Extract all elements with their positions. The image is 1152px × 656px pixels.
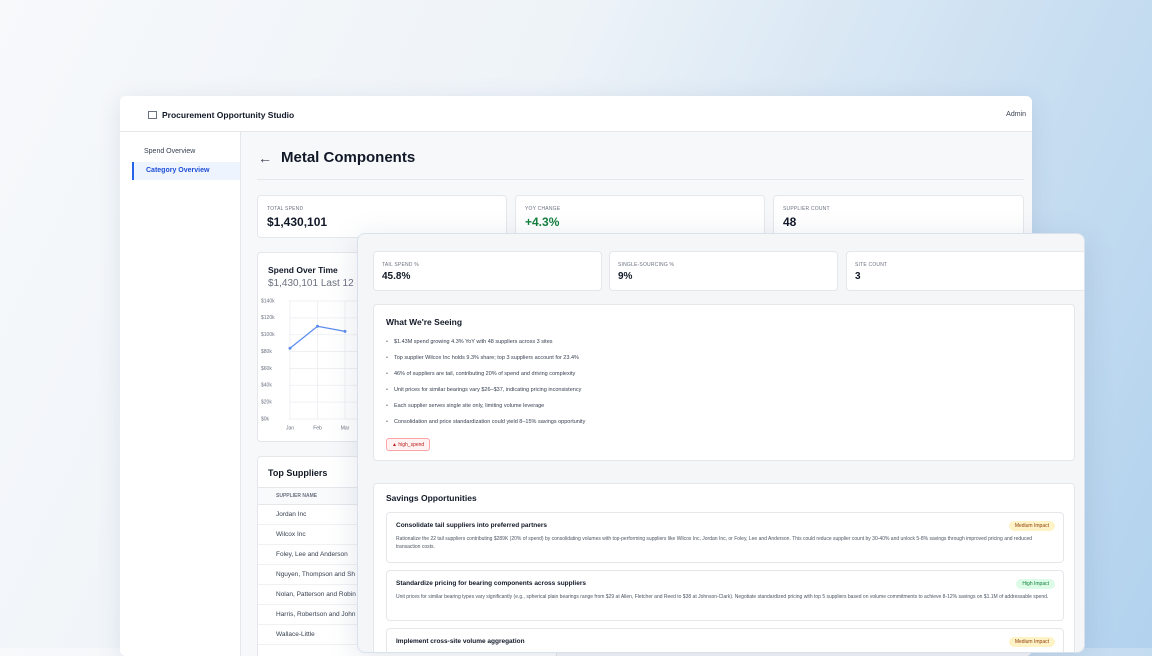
insight-item: Unit prices for similar bearings vary $2… — [386, 387, 581, 393]
supplier-name: Wallace-Little — [276, 631, 315, 638]
supplier-name: Wilcox Inc — [276, 531, 306, 538]
insight-item: 46% of suppliers are tail, contributing … — [386, 371, 575, 377]
supplier-name: Foley, Lee and Anderson — [276, 551, 348, 558]
y-tick-label: $60k — [261, 366, 272, 372]
y-tick-label: $20k — [261, 399, 272, 405]
y-tick-label: $80k — [261, 349, 272, 355]
kpi-label: SINGLE-SOURCING % — [618, 262, 675, 268]
sidebar: Spend Overview Category Overview — [120, 132, 241, 656]
kpi-value: 45.8% — [382, 271, 411, 282]
kpi-value: 3 — [855, 271, 861, 282]
kpi-label: SUPPLIER COUNT — [783, 206, 830, 212]
kpi-label: SITE COUNT — [855, 262, 888, 268]
insights-card: What We're Seeing ▲ high_spend $1.43M sp… — [373, 304, 1075, 461]
opportunity-card: Standardize pricing for bearing componen… — [386, 570, 1064, 621]
insight-item: Consolidation and price standardization … — [386, 419, 585, 425]
savings-card: Savings Opportunities Consolidate tail s… — [373, 483, 1075, 652]
impact-badge: Medium Impact — [1008, 637, 1055, 647]
kpi-label: YOY CHANGE — [525, 206, 561, 212]
opportunity-card: Implement cross-site volume aggregation M… — [386, 628, 1064, 652]
impact-badge: High Impact — [1016, 579, 1055, 589]
opportunity-title: Implement cross-site volume aggregation — [396, 638, 525, 645]
section-title: Savings Opportunities — [386, 493, 477, 503]
kpi-card: YOY CHANGE +4.3% — [515, 195, 765, 238]
y-tick-label: $0k — [261, 416, 270, 422]
opportunity-title: Consolidate tail suppliers into preferre… — [396, 522, 547, 529]
insight-item: $1.43M spend growing 4.3% YoY with 48 su… — [386, 339, 553, 345]
data-point — [288, 346, 292, 350]
back-button[interactable]: ← — [258, 150, 272, 166]
kpi-value: 9% — [618, 271, 633, 282]
app-title: Procurement Opportunity Studio — [162, 110, 295, 120]
x-tick-label: Mar — [341, 425, 350, 431]
x-tick-label: Feb — [313, 425, 322, 431]
kpi-card: SUPPLIER COUNT 48 — [773, 195, 1024, 238]
section-title: What We're Seeing — [386, 317, 463, 327]
impact-badge: Medium Impact — [1008, 521, 1055, 531]
kpi-card: SINGLE-SOURCING % 9% — [609, 251, 838, 291]
opportunity-card: Consolidate tail suppliers into preferre… — [386, 512, 1064, 563]
kpi-card: TAIL SPEND % 45.8% — [373, 251, 602, 291]
opportunity-description: Rationalize the 22 tail suppliers contri… — [396, 536, 1033, 550]
y-tick-label: $100k — [261, 332, 275, 338]
tag: ▲ high_spend — [386, 438, 431, 451]
insight-item: Each supplier serves single site only, l… — [386, 403, 544, 409]
kpi-value: 48 — [783, 215, 797, 229]
kpi-label: TAIL SPEND % — [382, 262, 419, 268]
page-title: Metal Components — [281, 149, 416, 166]
opportunity-description: Unit prices for similar bearing types va… — [396, 594, 1049, 600]
detail-panel: TAIL SPEND % 45.8% SINGLE-SOURCING % 9% … — [357, 233, 1085, 653]
kpi-card: TOTAL SPEND $1,430,101 — [257, 195, 507, 238]
header: Procurement Opportunity Studio Admin — [120, 96, 1032, 132]
chart-title: Spend Over Time — [268, 265, 338, 275]
y-tick-label: $140k — [261, 298, 275, 304]
kpi-value: $1,430,101 — [267, 215, 328, 229]
supplier-name: Nguyen, Thompson and Sh — [276, 571, 356, 578]
data-point — [316, 324, 319, 328]
section-title: Top Suppliers — [268, 468, 328, 478]
kpi-card: SITE COUNT 3 — [846, 251, 1084, 291]
logo — [148, 111, 157, 119]
opportunity-title: Standardize pricing for bearing componen… — [396, 580, 586, 587]
kpi-value: +4.3% — [525, 215, 560, 229]
column-header: SUPPLIER NAME — [276, 493, 318, 499]
nav-item[interactable]: Category Overview — [132, 162, 240, 180]
nav-item[interactable]: Spend Overview — [144, 148, 196, 155]
supplier-name: Harris, Robertson and John — [276, 611, 356, 618]
x-tick-label: Jan — [286, 425, 294, 431]
kpi-label: TOTAL SPEND — [267, 206, 304, 212]
insight-item: Top supplier Wilcox Inc holds 9.3% share… — [386, 355, 579, 361]
y-tick-label: $40k — [261, 383, 272, 389]
data-point — [343, 329, 347, 333]
tag-text: high_spend — [398, 442, 425, 448]
supplier-name: Jordan Inc — [276, 511, 307, 518]
user-menu[interactable]: Admin — [1006, 111, 1026, 118]
chart-subtitle: $1,430,101 Last 12 M — [268, 278, 365, 289]
supplier-name: Nolan, Patterson and Robin — [276, 591, 356, 598]
divider — [257, 179, 1024, 180]
y-tick-label: $120k — [261, 315, 275, 321]
